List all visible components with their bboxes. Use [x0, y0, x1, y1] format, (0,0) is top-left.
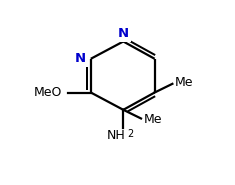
Text: Me: Me	[175, 76, 194, 89]
Text: NH: NH	[107, 130, 126, 142]
Text: 2: 2	[128, 130, 134, 139]
Text: MeO: MeO	[33, 86, 62, 99]
Text: Me: Me	[144, 113, 162, 126]
Text: N: N	[118, 27, 129, 40]
Text: N: N	[75, 52, 86, 65]
